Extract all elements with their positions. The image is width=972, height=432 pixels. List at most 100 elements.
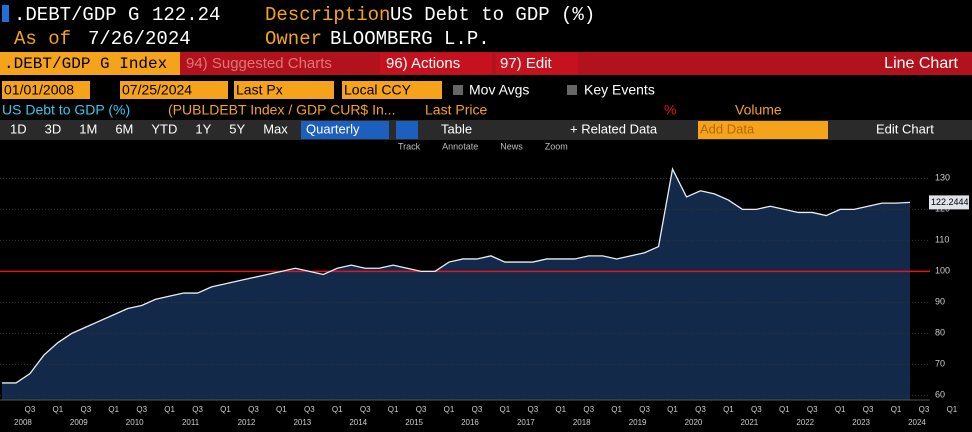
tool[interactable]: Zoom [545, 141, 568, 151]
x-tick-label: Q1 [53, 405, 64, 414]
edit-btn[interactable] [496, 53, 578, 74]
x-tick-label: Q1 [891, 405, 902, 414]
x-tick-label: Q3 [416, 405, 427, 414]
x-group-label: 2021 [740, 418, 758, 427]
x-group-label: 2019 [629, 418, 647, 427]
x-tick-label: Q1 [779, 405, 790, 414]
desc-label: Description [265, 4, 390, 26]
x-tick-label: Q3 [304, 405, 315, 414]
index-box [0, 52, 180, 75]
edit-chart[interactable]: Edit Chart [876, 121, 934, 136]
x-tick-label: Q1 [332, 405, 343, 414]
x-tick-label: Q1 [611, 405, 622, 414]
marker [2, 5, 9, 22]
x-group-label: 2010 [126, 418, 144, 427]
period[interactable]: 1D [10, 121, 27, 136]
legend-pct: % [664, 102, 676, 118]
start[interactable]: 01/01/2008 [4, 82, 74, 98]
add-box[interactable] [698, 121, 828, 139]
checkbox[interactable] [453, 85, 463, 95]
legend-formula: (PUBLDEBT Index / GDP CUR$ In... [168, 102, 395, 118]
x-tick-label: Q3 [695, 405, 706, 414]
legend-series: US Debt to GDP (%) [2, 102, 130, 118]
ccy-box[interactable] [342, 81, 442, 99]
area [2, 169, 910, 400]
x-group-label: 2013 [293, 418, 311, 427]
related[interactable]: + Related Data [570, 121, 658, 136]
tool[interactable]: Track [398, 141, 421, 151]
tool[interactable]: Annotate [442, 141, 478, 151]
checkbox[interactable] [567, 85, 577, 95]
x-tick-label: Q1 [444, 405, 455, 414]
x-tick-label: Q3 [25, 405, 36, 414]
key-events[interactable]: Key Events [584, 82, 655, 98]
desc: US Debt to GDP (%) [390, 4, 595, 26]
x-tick-label: Q3 [80, 405, 91, 414]
line-icon[interactable] [396, 121, 418, 139]
x-tick-label: Q3 [472, 405, 483, 414]
x-tick-label: Q1 [388, 405, 399, 414]
x-tick-label: Q3 [136, 405, 147, 414]
add-data[interactable]: Add Data [700, 121, 755, 136]
period[interactable]: 6M [115, 121, 133, 136]
period[interactable]: Max [263, 121, 288, 136]
legend-volume: Volume [735, 102, 782, 118]
last-value-label: 122.2444 [931, 197, 969, 207]
y-tick-label: 80 [935, 328, 945, 338]
y-tick-label: 100 [935, 266, 950, 276]
table[interactable]: Table [441, 121, 472, 136]
owner: BLOOMBERG L.P. [330, 28, 490, 50]
x-tick-label: Q3 [583, 405, 594, 414]
end-box[interactable] [120, 81, 228, 99]
x-tick-label: Q1 [947, 405, 958, 414]
x-tick-label: Q3 [248, 405, 259, 414]
period[interactable]: 5Y [229, 121, 245, 136]
freq-box[interactable] [301, 121, 389, 139]
x-tick-label: Q3 [807, 405, 818, 414]
x-tick-label: Q1 [220, 405, 231, 414]
x-group-label: 2018 [573, 418, 591, 427]
y-tick-label: 70 [935, 359, 945, 369]
end[interactable]: 07/25/2024 [122, 82, 192, 98]
edit[interactable]: 97) Edit [500, 55, 553, 72]
price: 122.24 [152, 4, 220, 26]
x-tick-label: Q3 [192, 405, 203, 414]
tool[interactable]: News [500, 141, 523, 151]
suggested[interactable]: 94) Suggested Charts [186, 55, 332, 72]
chart-kind: Line Chart [884, 55, 958, 72]
x-group-label: 2022 [796, 418, 814, 427]
y-tick-label: 110 [935, 235, 949, 245]
y-tick-label: 60 [935, 390, 945, 400]
field-box[interactable] [234, 81, 334, 99]
start-box[interactable] [2, 81, 90, 99]
x-tick-label: Q1 [108, 405, 119, 414]
x-tick-label: Q1 [276, 405, 287, 414]
field[interactable]: Last Px [236, 82, 283, 98]
currency[interactable]: Local CCY [344, 82, 412, 98]
y-tick-label: 130 [935, 173, 950, 183]
line [2, 167, 911, 384]
actions[interactable]: 96) Actions [386, 55, 460, 72]
asof: 7/26/2024 [88, 28, 191, 50]
frequency[interactable]: Quarterly [306, 121, 360, 136]
x-group-label: 2024 [908, 418, 926, 427]
x-group-label: 2017 [517, 418, 535, 427]
mov-avgs[interactable]: Mov Avgs [469, 82, 529, 98]
index[interactable]: .DEBT/GDP G Index [4, 55, 167, 73]
period[interactable]: YTD [151, 121, 177, 136]
period[interactable]: 1M [79, 121, 97, 136]
period[interactable]: 1Y [195, 121, 211, 136]
x-group-label: 2008 [14, 418, 32, 427]
x-group-label: 2020 [685, 418, 703, 427]
x-tick-label: Q1 [723, 405, 734, 414]
period[interactable]: 3D [45, 121, 62, 136]
x-tick-label: Q3 [919, 405, 930, 414]
asof-label: As of [14, 28, 71, 50]
ticker: .DEBT/GDP G [14, 4, 139, 26]
x-group-label: 2009 [70, 418, 88, 427]
actions-btn[interactable] [380, 53, 492, 74]
x-tick-label: Q3 [639, 405, 650, 414]
x-tick-label: Q3 [751, 405, 762, 414]
x-tick-label: Q1 [500, 405, 511, 414]
